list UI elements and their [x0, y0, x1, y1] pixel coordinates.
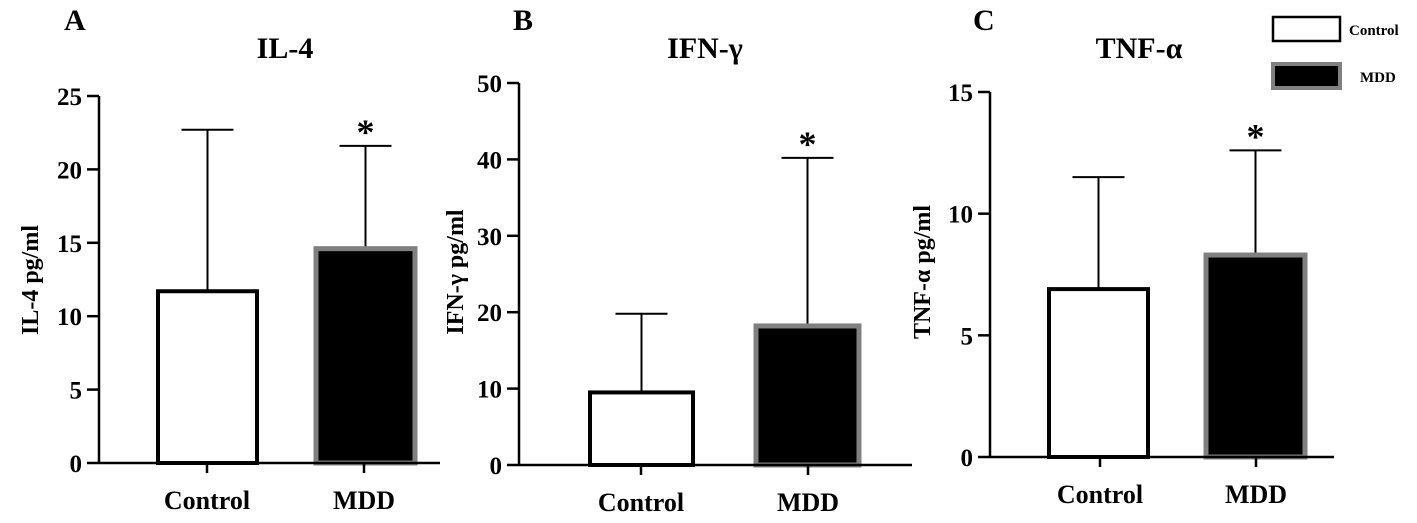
panel-title: TNF-α — [1096, 32, 1183, 65]
legend-swatch-control — [1271, 15, 1342, 43]
significance-star: * — [799, 124, 817, 164]
bar-control — [588, 390, 695, 468]
y-tick-label: 10 — [477, 377, 502, 404]
x-category-label: Control — [1057, 480, 1143, 509]
y-tick-label: 30 — [477, 224, 502, 251]
y-tick-label: 10 — [948, 202, 973, 229]
panel-title: IFN-γ — [667, 32, 743, 65]
legend: Control MDD — [1271, 15, 1399, 90]
legend-label-control: Control — [1349, 23, 1399, 39]
panel-title: IL-4 — [257, 32, 314, 65]
panel-letter: A — [64, 4, 86, 37]
y-tick-label: 20 — [477, 300, 502, 327]
y-tick-label: 50 — [477, 71, 502, 98]
panel-letter: B — [513, 4, 533, 37]
panel-b: B IFN-γ IFN-γ pg/ml 0 10 20 30 40 50 Control * MDD — [443, 4, 912, 517]
y-tick-label: 40 — [477, 147, 502, 174]
x-category-label: MDD — [777, 488, 839, 517]
y-axis-label: IFN-γ pg/ml — [443, 209, 469, 335]
bar-mdd — [1203, 252, 1308, 460]
panel-letter: C — [973, 4, 995, 37]
x-category-label: Control — [598, 488, 684, 517]
x-category-label: Control — [164, 486, 250, 515]
y-tick-label: 15 — [57, 231, 82, 258]
legend-label-mdd: MDD — [1360, 70, 1396, 86]
y-tick-label: 20 — [57, 157, 82, 184]
legend-swatch-mdd — [1271, 62, 1342, 90]
y-tick-label: 0 — [961, 445, 974, 472]
x-category-label: MDD — [333, 486, 395, 515]
y-tick-label: 15 — [948, 80, 973, 107]
bar-mdd — [313, 246, 418, 466]
y-tick-label: 5 — [961, 323, 974, 350]
y-axis-label: IL-4 pg/ml — [18, 225, 44, 335]
panel-c: C TNF-α TNF-α pg/ml 0 5 10 15 Control * MDD — [910, 4, 1334, 509]
y-tick-label: 25 — [57, 84, 82, 111]
y-tick-label: 0 — [70, 451, 83, 478]
panel-a: A IL-4 IL-4 pg/ml 0 5 10 15 20 25 Control * MDD — [18, 4, 440, 515]
bar-control — [156, 289, 259, 465]
y-tick-label: 5 — [70, 378, 83, 405]
bar-control — [1047, 287, 1150, 459]
significance-star: * — [357, 112, 375, 152]
y-axis-label: TNF-α pg/ml — [910, 205, 936, 339]
bar-mdd — [753, 323, 862, 468]
y-tick-label: 0 — [490, 453, 503, 480]
y-tick-label: 10 — [57, 304, 82, 331]
significance-star: * — [1247, 116, 1265, 156]
x-category-label: MDD — [1225, 480, 1287, 509]
